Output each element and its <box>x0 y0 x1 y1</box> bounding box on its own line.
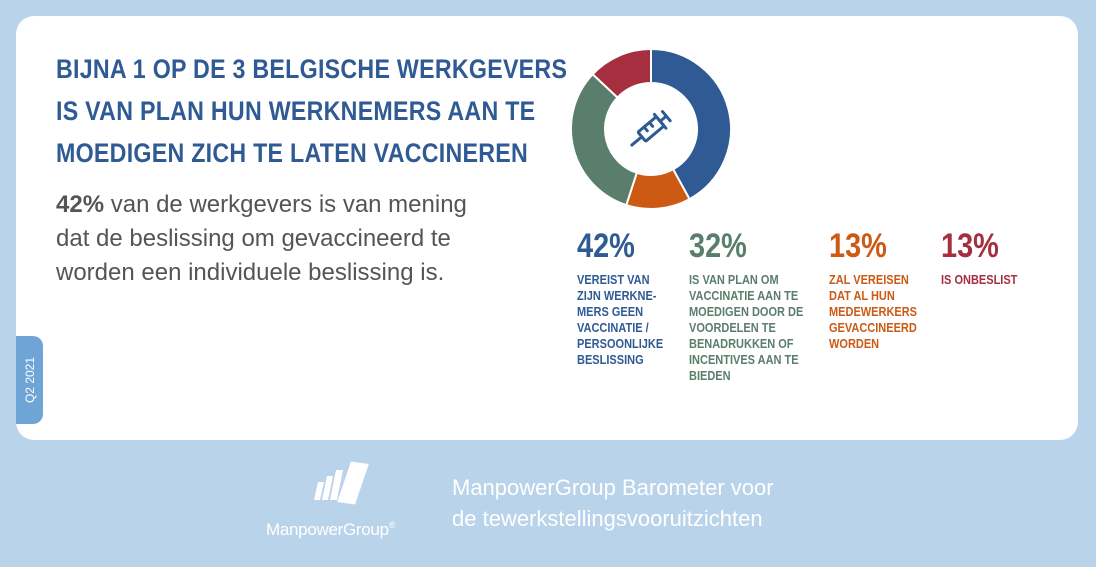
description-line: worden een individuele beslissing is. <box>56 259 445 286</box>
slice-no-vaccination-required <box>650 48 732 201</box>
stat-label-line: WORDEN <box>829 337 880 351</box>
footer-caption: ManpowerGroup Barometer voor de tewerkst… <box>452 472 774 534</box>
headline-line: IS VAN PLAN HUN WERKNEMERS AAN TE <box>56 96 536 126</box>
stat-label: ZAL VEREISEN DAT AL HUN MEDEWERKERS GEVA… <box>829 272 926 352</box>
stat-label-line: VEREIST VAN <box>577 273 650 287</box>
stat-will-require-vaccination: 13% ZAL VEREISEN DAT AL HUN MEDEWERKERS … <box>829 228 939 352</box>
donut-chart <box>570 48 732 210</box>
stat-value: 13% <box>941 227 999 265</box>
stat-label-line: BIEDEN <box>689 369 731 383</box>
stat-label: VEREIST VAN ZIJN WERKNE- MERS GEEN VACCI… <box>577 272 674 368</box>
stat-label-line: VACCINATIE AAN TE <box>689 289 799 303</box>
period-label: Q2 2021 <box>22 356 37 404</box>
period-tab: Q2 2021 <box>16 336 43 424</box>
stat-label-line: GEVACCINEERD <box>829 321 917 335</box>
description: 42% van de werkgevers is van mening dat … <box>56 188 536 290</box>
stat-label-line: IS ONBESLIST <box>941 273 1018 287</box>
stat-label-line: VOORDELEN TE <box>689 321 776 335</box>
headline-line: MOEDIGEN ZICH TE LATEN VACCINEREN <box>56 138 529 168</box>
stat-label-line: MEDEWERKERS <box>829 305 918 319</box>
stat-label-line: INCENTIVES AAN TE <box>689 353 799 367</box>
syringe-icon <box>630 110 672 147</box>
logo-name: ManpowerGroup <box>266 520 389 539</box>
logo-registered-mark: ® <box>388 520 396 530</box>
logo-mark-icon <box>314 461 369 505</box>
stat-label-line: BESLISSING <box>577 353 644 367</box>
stat-label-line: MOEDIGEN DOOR DE <box>689 305 804 319</box>
infographic-card <box>16 16 1078 440</box>
stat-label-line: MERS GEEN <box>577 305 644 319</box>
description-line: dat de beslissing om gevaccineerd te <box>56 225 451 252</box>
manpowergroup-logo: ManpowerGroup® <box>266 460 426 550</box>
headline-line: BIJNA 1 OP DE 3 BELGISCHE WERKGEVERS <box>56 54 568 84</box>
stat-label: IS VAN PLAN OM VACCINATIE AAN TE MOEDIGE… <box>689 272 803 384</box>
slice-undecided <box>591 48 652 99</box>
stat-value: 42% <box>577 227 635 265</box>
stat-label-line: PERSOONLIJKE <box>577 337 664 351</box>
footer-caption-line: ManpowerGroup Barometer voor <box>452 475 774 500</box>
stat-label-line: BENADRUKKEN OF <box>689 337 794 351</box>
stat-label-line: ZAL VEREISEN <box>829 273 909 287</box>
stat-label-line: VACCINATIE / <box>577 321 649 335</box>
stat-value: 32% <box>689 227 747 265</box>
description-percentage: 42% <box>56 191 105 218</box>
stat-undecided: 13% IS ONBESLIST <box>941 228 1051 288</box>
stat-encourage-vaccination: 32% IS VAN PLAN OM VACCINATIE AAN TE MOE… <box>689 228 819 384</box>
stat-value: 13% <box>829 227 887 265</box>
footer-caption-line: de tewerkstellingsvooruitzichten <box>452 506 763 531</box>
logo-wordmark: ManpowerGroup® <box>266 520 426 540</box>
stat-label-line: IS VAN PLAN OM <box>689 273 779 287</box>
stat-label-line: DAT AL HUN <box>829 289 895 303</box>
slice-encourage-vaccination <box>570 72 639 207</box>
stat-label: IS ONBESLIST <box>941 272 1038 288</box>
stat-label-line: ZIJN WERKNE- <box>577 289 657 303</box>
stat-no-vaccination-required: 42% VEREIST VAN ZIJN WERKNE- MERS GEEN V… <box>577 228 687 368</box>
headline: BIJNA 1 OP DE 3 BELGISCHE WERKGEVERS IS … <box>56 48 567 174</box>
description-line: van de werkgevers is van mening <box>104 191 467 218</box>
